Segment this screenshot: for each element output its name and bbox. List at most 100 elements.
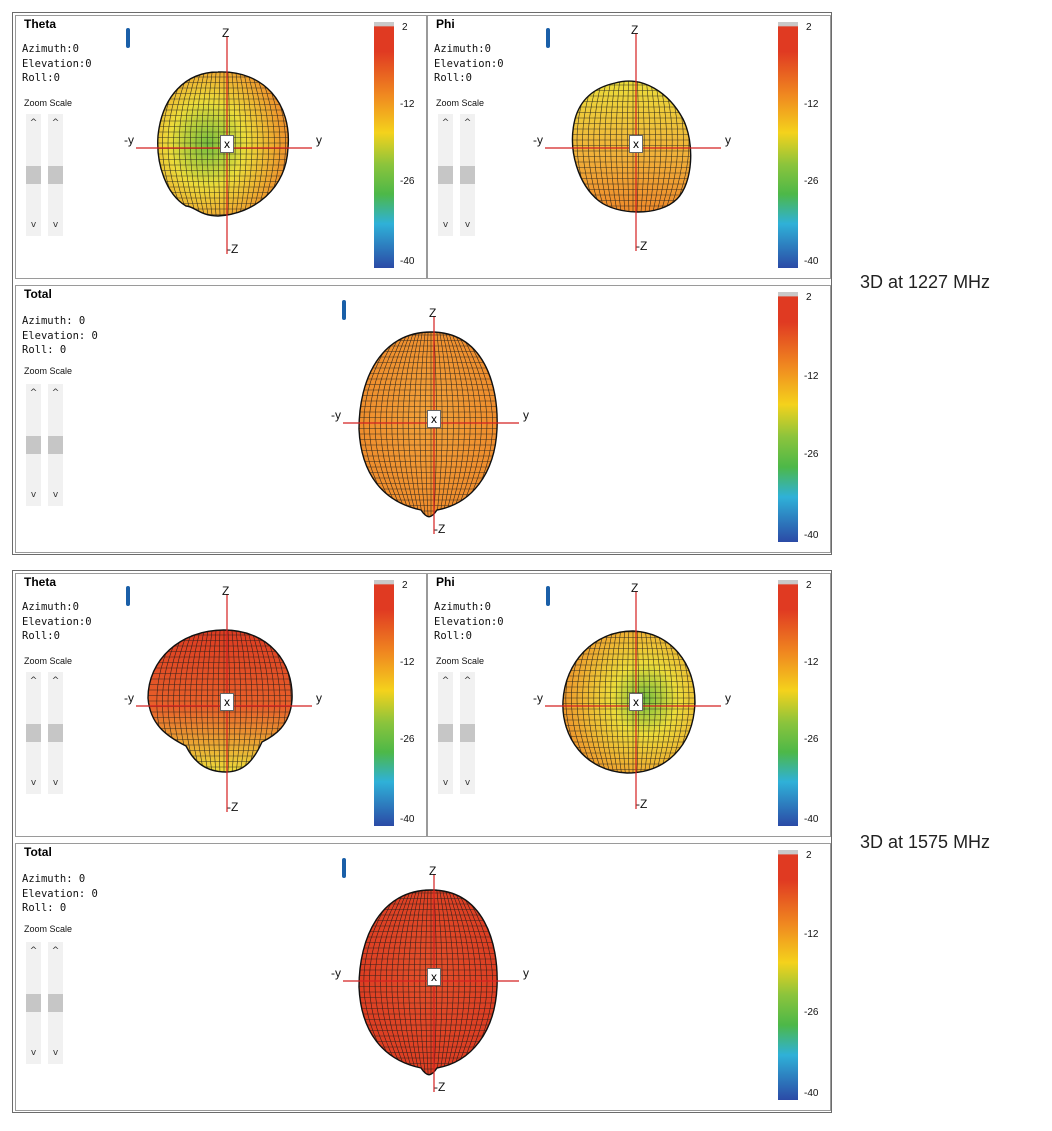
scroll-up-arrow[interactable]: ^ — [463, 676, 472, 686]
scale-slider[interactable]: ^ v — [460, 114, 475, 236]
scroll-down-arrow[interactable]: v — [464, 778, 471, 788]
scroll-up-arrow[interactable]: ^ — [441, 676, 450, 686]
scale-slider[interactable]: ^ v — [48, 384, 63, 506]
axis-label-z: Z — [631, 23, 639, 37]
zoom-slider[interactable]: ^ v — [26, 672, 41, 794]
scale-slider[interactable]: ^ v — [48, 942, 63, 1064]
axis-label-x: x — [427, 968, 441, 986]
elevation-readout: Elevation: 0 — [22, 887, 98, 900]
pattern-plot[interactable] — [428, 574, 830, 836]
color-scale-tick: 2 — [402, 580, 408, 591]
total-pattern-panel[interactable]: Total Azimuth: 0 Elevation: 0 Roll: 0 Zoom S… — [15, 843, 831, 1111]
color-scale-tick: -26 — [804, 449, 819, 461]
slider-thumb[interactable] — [438, 166, 453, 184]
color-scale-tick: -26 — [804, 1007, 819, 1019]
slider-thumb[interactable] — [48, 994, 63, 1012]
color-scale-tick: -26 — [400, 734, 415, 746]
scroll-down-arrow[interactable]: v — [30, 778, 37, 788]
color-scale-tick: -40 — [400, 256, 415, 267]
pattern-plot[interactable] — [16, 844, 830, 1110]
axis-label-z: Z — [222, 26, 230, 40]
scroll-up-arrow[interactable]: ^ — [51, 676, 60, 686]
axis-label-y: y — [523, 408, 529, 422]
zoom-scale-label: Zoom Scale — [24, 98, 73, 108]
zoom-slider[interactable]: ^ v — [438, 672, 453, 794]
color-scale-tick: -12 — [804, 928, 819, 940]
scale-slider[interactable]: ^ v — [48, 114, 63, 236]
view-orientation-marker[interactable] — [546, 28, 550, 48]
panel-title: Phi — [436, 17, 455, 31]
scroll-down-arrow[interactable]: v — [30, 1048, 37, 1058]
axis-label-neg-y: -y — [331, 408, 341, 422]
scroll-up-arrow[interactable]: ^ — [51, 388, 60, 398]
axis-label-y: y — [725, 691, 731, 705]
azimuth-readout: Azimuth:0 — [434, 43, 491, 55]
zoom-slider[interactable]: ^ v — [438, 114, 453, 236]
phi-pattern-panel[interactable]: Phi Azimuth:0 Elevation:0 Roll:0 Zoom Scale ^… — [427, 573, 831, 837]
scroll-down-arrow[interactable]: v — [442, 220, 449, 230]
theta-pattern-panel[interactable]: Theta Azimuth:0 Elevation:0 Roll:0 Zoom Scal… — [15, 15, 427, 279]
color-scale-tick: -12 — [804, 657, 819, 669]
view-orientation-marker[interactable] — [342, 300, 346, 320]
scroll-down-arrow[interactable]: v — [464, 220, 471, 230]
color-scale-tick: -12 — [804, 370, 819, 382]
zoom-slider[interactable]: ^ v — [26, 114, 41, 236]
color-scale-tick: -26 — [400, 176, 415, 188]
scroll-up-arrow[interactable]: ^ — [463, 118, 472, 128]
pattern-plot[interactable] — [16, 286, 830, 552]
scroll-up-arrow[interactable]: ^ — [29, 676, 38, 686]
scroll-up-arrow[interactable]: ^ — [29, 118, 38, 128]
panel-title: Total — [24, 287, 52, 301]
slider-thumb[interactable] — [48, 724, 63, 742]
view-orientation-marker[interactable] — [546, 586, 550, 606]
scroll-down-arrow[interactable]: v — [30, 220, 37, 230]
scroll-down-arrow[interactable]: v — [52, 1048, 59, 1058]
slider-thumb[interactable] — [48, 166, 63, 184]
color-scale-tick: 2 — [806, 22, 812, 33]
scroll-up-arrow[interactable]: ^ — [29, 388, 38, 398]
axis-label-x: x — [220, 693, 234, 711]
color-scale-tick: 2 — [402, 22, 408, 33]
slider-thumb[interactable] — [48, 436, 63, 454]
axis-label-neg-z: -Z — [434, 1080, 446, 1094]
view-orientation-marker[interactable] — [126, 28, 130, 48]
view-angles: Azimuth:0 Elevation:0 Roll:0 — [434, 42, 504, 86]
color-scale-tick: 2 — [806, 580, 812, 591]
slider-thumb[interactable] — [460, 724, 475, 742]
pattern-plot[interactable] — [16, 16, 426, 278]
scroll-up-arrow[interactable]: ^ — [51, 118, 60, 128]
axis-label-y: y — [316, 691, 322, 705]
scroll-up-arrow[interactable]: ^ — [441, 118, 450, 128]
view-orientation-marker[interactable] — [342, 858, 346, 878]
color-scale-tick: -40 — [804, 814, 819, 825]
theta-pattern-panel[interactable]: Theta Azimuth:0 Elevation:0 Roll:0 Zoom Scal… — [15, 573, 427, 837]
view-orientation-marker[interactable] — [126, 586, 130, 606]
scale-slider[interactable]: ^ v — [48, 672, 63, 794]
scale-slider[interactable]: ^ v — [460, 672, 475, 794]
caption-1227: 3D at 1227 MHz — [860, 272, 991, 292]
color-scale-tick: 2 — [806, 292, 812, 303]
panel-title: Theta — [24, 575, 57, 589]
panel-title: Phi — [436, 575, 455, 589]
zoom-slider[interactable]: ^ v — [26, 384, 41, 506]
azimuth-readout: Azimuth:0 — [22, 601, 79, 613]
slider-thumb[interactable] — [26, 724, 41, 742]
zoom-slider[interactable]: ^ v — [26, 942, 41, 1064]
scroll-up-arrow[interactable]: ^ — [29, 946, 38, 956]
zoom-scale-label: Zoom Scale — [436, 656, 485, 666]
scroll-down-arrow[interactable]: v — [52, 490, 59, 500]
scroll-down-arrow[interactable]: v — [52, 220, 59, 230]
panel-title: Theta — [24, 17, 57, 31]
slider-thumb[interactable] — [460, 166, 475, 184]
scroll-up-arrow[interactable]: ^ — [51, 946, 60, 956]
phi-pattern-panel[interactable]: Phi Azimuth:0 Elevation:0 Roll:0 Zoom Scale ^… — [427, 15, 831, 279]
slider-thumb[interactable] — [26, 994, 41, 1012]
slider-thumb[interactable] — [26, 436, 41, 454]
total-pattern-panel[interactable]: Total Azimuth: 0 Elevation: 0 Roll: 0 Zoom S… — [15, 285, 831, 553]
scroll-down-arrow[interactable]: v — [30, 490, 37, 500]
slider-thumb[interactable] — [26, 166, 41, 184]
slider-thumb[interactable] — [438, 724, 453, 742]
scroll-down-arrow[interactable]: v — [52, 778, 59, 788]
scroll-down-arrow[interactable]: v — [442, 778, 449, 788]
radiation-pattern-shape — [562, 630, 696, 774]
